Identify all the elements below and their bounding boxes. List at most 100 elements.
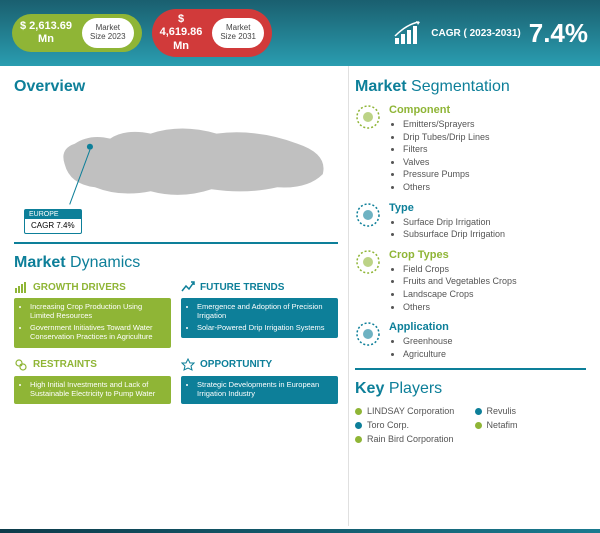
seg-title-a: Market: [355, 78, 407, 95]
players-title-b: Players: [389, 380, 442, 397]
player-item: Revulis: [475, 406, 587, 416]
drivers-icon: [14, 280, 28, 294]
list-item: Drip Tubes/Drip Lines: [403, 131, 490, 144]
opportunity-icon: [181, 358, 195, 372]
list-item: Landscape Crops: [403, 288, 517, 301]
players-title: Key Players: [355, 380, 586, 398]
right-column: Market Segmentation Component Emitters/Sp…: [348, 66, 600, 526]
opportunity-list: Strategic Developments in European Irrig…: [181, 376, 338, 405]
player-dot-icon: [355, 436, 362, 443]
seg-items: Field CropsFruits and Vegetables CropsLa…: [389, 263, 517, 313]
overview-map: EUROPE CAGR 7.4%: [14, 104, 338, 234]
opportunity-block: OPPORTUNITY Strategic Developments in Eu…: [181, 358, 338, 405]
left-column: Overview EUROPE CAGR 7.4% Market Dynamic…: [0, 66, 348, 526]
list-item: Fruits and Vegetables Crops: [403, 275, 517, 288]
region-name: EUROPE: [25, 210, 81, 219]
restraints-title: RESTRAINTS: [33, 359, 97, 370]
drivers-list: Increasing Crop Production Using Limited…: [14, 298, 171, 348]
list-item: Filters: [403, 143, 490, 156]
header: $ 2,613.69 Mn Market Size 2023 $ 4,619.8…: [0, 0, 600, 66]
list-item: Solar-Powered Drip Irrigation Systems: [197, 323, 332, 332]
seg-icon: [355, 321, 381, 347]
size-2023-label: Market Size 2023: [82, 18, 134, 48]
seg-icon: [355, 202, 381, 228]
region-cagr: CAGR 7.4%: [31, 221, 75, 230]
restraints-icon: [14, 358, 28, 372]
cagr-label: CAGR ( 2023-2031): [431, 28, 520, 39]
player-name: Netafim: [487, 420, 518, 430]
restraints-block: RESTRAINTS High Initial Investments and …: [14, 358, 171, 405]
drivers-title: GROWTH DRIVERS: [33, 282, 126, 293]
list-item: Others: [403, 301, 517, 314]
market-size-2031-pill: $ 4,619.86 Mn Market Size 2031: [152, 9, 272, 57]
list-item: High Initial Investments and Lack of Sus…: [30, 380, 165, 399]
seg-title-b: Segmentation: [411, 78, 510, 95]
seg-group: Type Surface Drip IrrigationSubsurface Dr…: [355, 202, 586, 241]
divider: [14, 242, 338, 244]
list-item: Others: [403, 181, 490, 194]
list-item: Strategic Developments in European Irrig…: [197, 380, 332, 399]
opportunity-title: OPPORTUNITY: [200, 359, 272, 370]
list-item: Government Initiatives Toward Water Cons…: [30, 323, 165, 342]
cagr-value: 7.4%: [529, 18, 588, 49]
size-2031-label: Market Size 2031: [212, 18, 264, 48]
player-dot-icon: [355, 408, 362, 415]
seg-label: Component: [389, 104, 490, 116]
seg-group: Component Emitters/SprayersDrip Tubes/Dri…: [355, 104, 586, 194]
trends-title: FUTURE TRENDS: [200, 282, 284, 293]
size-2031-value: $ 4,619.86 Mn: [156, 13, 207, 53]
list-item: Increasing Crop Production Using Limited…: [30, 302, 165, 321]
list-item: Agriculture: [403, 348, 453, 361]
list-item: Greenhouse: [403, 335, 453, 348]
seg-items: GreenhouseAgriculture: [389, 335, 453, 360]
list-item: Pressure Pumps: [403, 168, 490, 181]
player-dot-icon: [475, 422, 482, 429]
player-name: Toro Corp.: [367, 420, 409, 430]
list-item: Emitters/Sprayers: [403, 118, 490, 131]
future-trends-block: FUTURE TRENDS Emergence and Adoption of …: [181, 280, 338, 348]
player-dot-icon: [475, 408, 482, 415]
seg-icon: [355, 249, 381, 275]
list-item: Surface Drip Irrigation: [403, 216, 505, 229]
segmentation-groups: Component Emitters/SprayersDrip Tubes/Dri…: [355, 104, 586, 360]
dynamics-title-a: Market: [14, 254, 66, 271]
growth-chart-icon: [393, 20, 423, 46]
players-title-a: Key: [355, 380, 384, 397]
player-name: Revulis: [487, 406, 517, 416]
seg-icon: [355, 104, 381, 130]
dynamics-grid: GROWTH DRIVERS Increasing Crop Productio…: [14, 280, 338, 404]
seg-label: Application: [389, 321, 453, 333]
size-2023-value: $ 2,613.69 Mn: [16, 20, 76, 46]
list-item: Emergence and Adoption of Precision Irri…: [197, 302, 332, 321]
dynamics-title: Market Dynamics: [14, 254, 338, 272]
restraints-list: High Initial Investments and Lack of Sus…: [14, 376, 171, 405]
trends-icon: [181, 280, 195, 294]
seg-group: Application GreenhouseAgriculture: [355, 321, 586, 360]
region-info-box: EUROPE CAGR 7.4%: [24, 209, 82, 234]
list-item: Subsurface Drip Irrigation: [403, 228, 505, 241]
list-item: Field Crops: [403, 263, 517, 276]
seg-label: Crop Types: [389, 249, 517, 261]
seg-label: Type: [389, 202, 505, 214]
divider-right: [355, 368, 586, 370]
market-size-2023-pill: $ 2,613.69 Mn Market Size 2023: [12, 14, 142, 52]
players-grid: LINDSAY Corporation Revulis Toro Corp. Neta…: [355, 406, 586, 444]
segmentation-title: Market Segmentation: [355, 78, 586, 96]
cagr-box: CAGR ( 2023-2031) 7.4%: [393, 18, 588, 49]
main-content: Overview EUROPE CAGR 7.4% Market Dynamic…: [0, 66, 600, 526]
player-dot-icon: [355, 422, 362, 429]
trends-list: Emergence and Adoption of Precision Irri…: [181, 298, 338, 338]
player-item: Toro Corp.: [355, 420, 467, 430]
seg-items: Surface Drip IrrigationSubsurface Drip I…: [389, 216, 505, 241]
seg-items: Emitters/SprayersDrip Tubes/Drip LinesFi…: [389, 118, 490, 194]
overview-title: Overview: [14, 78, 338, 96]
footer-bar: [0, 529, 600, 533]
list-item: Valves: [403, 156, 490, 169]
player-item: Rain Bird Corporation: [355, 434, 467, 444]
dynamics-title-b: Dynamics: [70, 254, 140, 271]
player-name: Rain Bird Corporation: [367, 434, 454, 444]
player-item: Netafim: [475, 420, 587, 430]
player-name: LINDSAY Corporation: [367, 406, 454, 416]
growth-drivers-block: GROWTH DRIVERS Increasing Crop Productio…: [14, 280, 171, 348]
seg-group: Crop Types Field CropsFruits and Vegetabl…: [355, 249, 586, 313]
